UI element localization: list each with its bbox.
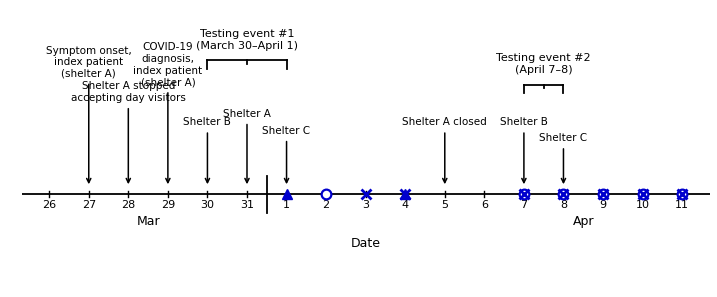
Text: Shelter A: Shelter A <box>223 109 271 183</box>
Text: 11: 11 <box>675 200 689 210</box>
Text: 30: 30 <box>201 200 214 210</box>
Text: 1: 1 <box>283 200 290 210</box>
Text: Shelter C: Shelter C <box>539 133 587 183</box>
Text: Shelter B: Shelter B <box>500 117 548 183</box>
Text: Testing event #1
(March 30–April 1): Testing event #1 (March 30–April 1) <box>196 29 298 51</box>
Text: 6: 6 <box>481 200 488 210</box>
Text: 8: 8 <box>560 200 567 210</box>
Text: 2: 2 <box>323 200 330 210</box>
Text: 4: 4 <box>402 200 409 210</box>
Text: 7: 7 <box>521 200 528 210</box>
Text: 3: 3 <box>362 200 369 210</box>
Text: 29: 29 <box>161 200 175 210</box>
Text: 9: 9 <box>599 200 607 210</box>
Text: 28: 28 <box>121 200 136 210</box>
Text: Apr: Apr <box>572 215 594 228</box>
Text: 31: 31 <box>240 200 254 210</box>
Text: Date: Date <box>351 237 381 250</box>
Text: 26: 26 <box>42 200 56 210</box>
Text: Testing event #2
(April 7–8): Testing event #2 (April 7–8) <box>496 53 591 75</box>
Text: Shelter B: Shelter B <box>184 117 232 183</box>
Text: Shelter C: Shelter C <box>262 126 310 183</box>
Text: Mar: Mar <box>136 215 160 228</box>
Text: COVID-19
diagnosis,
index patient
(shelter A): COVID-19 diagnosis, index patient (shelt… <box>133 42 202 183</box>
Text: Shelter A closed: Shelter A closed <box>402 117 487 183</box>
Text: 10: 10 <box>635 200 650 210</box>
Text: Shelter A stopped
accepting day visitors: Shelter A stopped accepting day visitors <box>71 81 186 183</box>
Text: 5: 5 <box>441 200 448 210</box>
Text: Symptom onset,
index patient
(shelter A): Symptom onset, index patient (shelter A) <box>46 45 132 183</box>
Text: 27: 27 <box>82 200 96 210</box>
